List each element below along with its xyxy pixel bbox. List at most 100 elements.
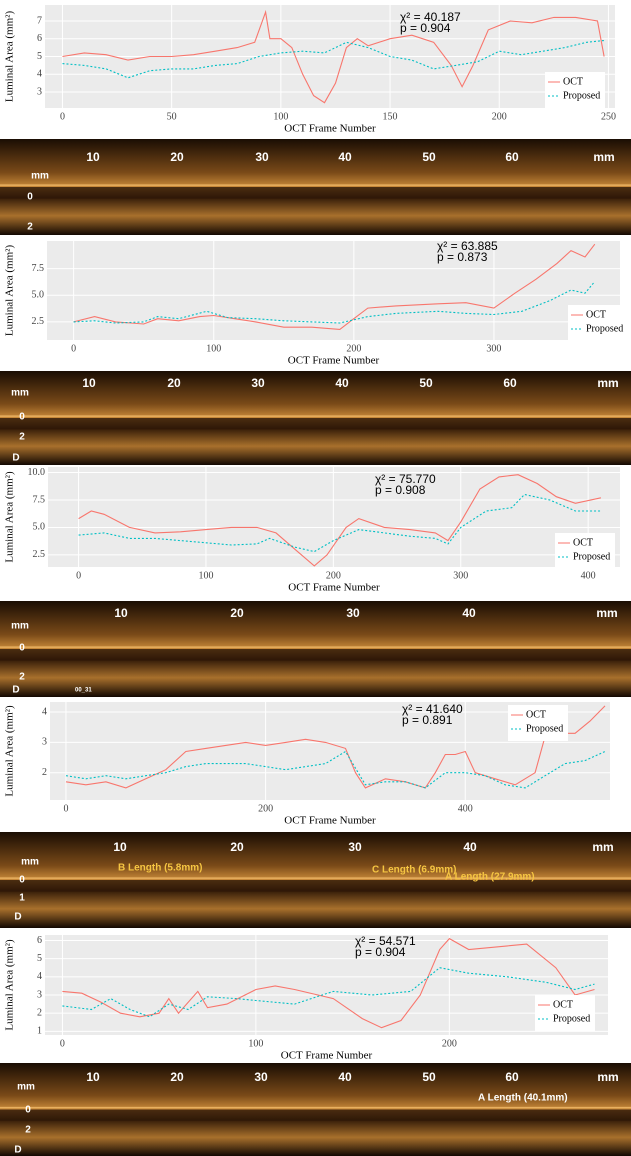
legend-label: OCT (563, 76, 583, 87)
y-axis-title: Luminal Area (mm²) (4, 705, 16, 797)
x-tick-label: 100 (248, 1038, 263, 1049)
y-axis-title: Luminal Area (mm²) (4, 471, 16, 563)
legend-label: OCT (573, 537, 593, 548)
scale-label: 10 (113, 840, 127, 854)
scale-label: 40 (335, 376, 349, 390)
scale-label: 10 (114, 606, 128, 620)
scale-label: 20 (230, 840, 244, 854)
depth-label: mm (17, 1082, 35, 1093)
x-tick-label: 0 (60, 1038, 65, 1049)
depth-label: 2 (19, 672, 25, 683)
y-tick-label: 2.5 (33, 549, 46, 560)
y-tick-label: 5.0 (32, 290, 45, 301)
oct-lumen (0, 880, 631, 892)
x-tick-label: 200 (326, 570, 341, 581)
depth-label: 2 (25, 1125, 31, 1136)
y-axis-title: Luminal Area (mm²) (4, 939, 16, 1031)
scale-label: 20 (170, 1070, 184, 1084)
scale-label: mm (592, 840, 613, 854)
oct-lumen (0, 418, 631, 429)
depth-label: mm (11, 388, 29, 399)
x-axis-title: OCT Frame Number (284, 123, 376, 135)
scale-label: 30 (251, 376, 265, 390)
x-tick-label: 100 (198, 570, 213, 581)
scale-label: 50 (422, 150, 436, 164)
y-tick-label: 5 (37, 51, 42, 62)
legend-label: OCT (526, 709, 546, 720)
x-tick-label: 100 (206, 343, 221, 354)
scale-label: 40 (338, 150, 352, 164)
scale-label: 50 (422, 1070, 436, 1084)
scale-label: mm (597, 376, 618, 390)
scale-label: mm (597, 1070, 618, 1084)
y-tick-label: 3 (37, 86, 42, 97)
scale-label: 20 (167, 376, 181, 390)
y-tick-label: 7.5 (33, 494, 46, 505)
scale-label: 60 (505, 150, 519, 164)
measure-label: A Length (27.9mm) (445, 872, 535, 883)
x-tick-label: 250 (601, 111, 616, 122)
x-tick-label: 50 (167, 111, 177, 122)
x-tick-label: 200 (346, 343, 361, 354)
scale-label: mm (593, 150, 614, 164)
scale-label: mm (596, 606, 617, 620)
scale-label: 30 (254, 1070, 268, 1084)
legend-label: Proposed (563, 90, 600, 101)
y-tick-label: 4 (42, 706, 47, 717)
x-tick-label: 300 (453, 570, 468, 581)
scale-label: 40 (462, 606, 476, 620)
depth-label: 0 (19, 875, 25, 886)
oct-lumen (0, 1110, 631, 1121)
scale-label: 10 (82, 376, 96, 390)
x-tick-label: 200 (442, 1038, 457, 1049)
depth-label: 0 (25, 1105, 31, 1116)
y-tick-label: 3 (37, 989, 42, 1000)
y-tick-label: 4 (37, 69, 42, 80)
x-axis-title: OCT Frame Number (284, 815, 376, 827)
measure-label: A Length (40.1mm) (478, 1093, 568, 1104)
measure-label: 00_31 (75, 688, 92, 694)
x-axis-title: OCT Frame Number (288, 355, 380, 367)
y-tick-label: 2 (42, 767, 47, 778)
x-tick-label: 400 (458, 803, 473, 814)
scale-label: 10 (86, 1070, 100, 1084)
legend-label: Proposed (586, 323, 623, 334)
depth-label: D (14, 912, 21, 923)
depth-label: 0 (27, 192, 33, 203)
x-tick-label: 400 (581, 570, 596, 581)
x-tick-label: 0 (63, 803, 68, 814)
stat-annotation: p = 0.904 (355, 945, 406, 959)
depth-label: mm (11, 621, 29, 632)
depth-label: 0 (19, 412, 25, 423)
depth-label: 2 (19, 432, 25, 443)
scale-label: 30 (346, 606, 360, 620)
y-tick-label: 6 (37, 935, 42, 946)
plot-background (47, 241, 620, 340)
scale-label: 20 (170, 150, 184, 164)
stat-annotation: p = 0.904 (400, 21, 451, 35)
depth-label: mm (31, 171, 49, 182)
x-tick-label: 0 (76, 570, 81, 581)
x-axis-title: OCT Frame Number (281, 1050, 373, 1062)
x-tick-label: 300 (486, 343, 501, 354)
y-tick-label: 2.5 (32, 316, 45, 327)
oct-lumen (0, 649, 631, 661)
measure-label: B Length (5.8mm) (118, 863, 202, 874)
scale-label: 40 (338, 1070, 352, 1084)
y-tick-label: 5.0 (33, 522, 46, 533)
scale-label: 60 (503, 376, 517, 390)
x-tick-label: 150 (383, 111, 398, 122)
legend-label: Proposed (526, 723, 563, 734)
scale-label: 40 (463, 840, 477, 854)
scale-label: 20 (230, 606, 244, 620)
y-axis-title: Luminal Area (mm²) (4, 245, 16, 337)
y-tick-label: 5 (37, 953, 42, 964)
y-tick-label: 4 (37, 971, 42, 982)
y-axis-title: Luminal Area (mm²) (4, 11, 16, 103)
depth-label: D (12, 453, 19, 464)
x-axis-title: OCT Frame Number (288, 582, 380, 594)
scale-label: 30 (348, 840, 362, 854)
page: {"chart_data":[ {"type":"line","xlabel":… (0, 0, 631, 1156)
depth-label: 1 (19, 893, 25, 904)
figure: 34567050100150200250OCT Frame NumberLumi… (0, 0, 631, 1156)
